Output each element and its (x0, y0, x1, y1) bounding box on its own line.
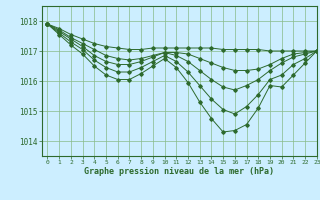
X-axis label: Graphe pression niveau de la mer (hPa): Graphe pression niveau de la mer (hPa) (84, 167, 274, 176)
